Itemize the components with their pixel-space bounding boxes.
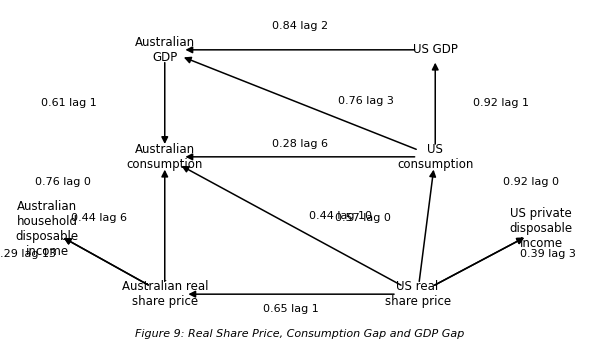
Text: 0.29 lag 13: 0.29 lag 13	[0, 249, 56, 259]
Text: Australian
household
disposable
income: Australian household disposable income	[16, 200, 79, 258]
Text: 0.57 lag 0: 0.57 lag 0	[335, 212, 391, 223]
Text: US real
share price: US real share price	[385, 280, 451, 308]
Text: 0.44 lag 6: 0.44 lag 6	[71, 212, 127, 223]
Text: 0.92 lag 0: 0.92 lag 0	[503, 177, 559, 187]
Text: US
consumption: US consumption	[397, 143, 473, 171]
Text: 0.65 lag 1: 0.65 lag 1	[263, 304, 319, 314]
Text: Figure 9: Real Share Price, Consumption Gap and GDP Gap: Figure 9: Real Share Price, Consumption …	[136, 329, 464, 339]
Text: 0.76 lag 3: 0.76 lag 3	[338, 96, 394, 106]
Text: US private
disposable
income: US private disposable income	[509, 207, 572, 250]
Text: Australian
GDP: Australian GDP	[134, 36, 195, 64]
Text: 0.76 lag 0: 0.76 lag 0	[35, 177, 91, 187]
Text: US GDP: US GDP	[413, 43, 458, 56]
Text: 0.92 lag 1: 0.92 lag 1	[473, 98, 529, 107]
Text: Australian
consumption: Australian consumption	[127, 143, 203, 171]
Text: 0.84 lag 2: 0.84 lag 2	[272, 21, 328, 31]
Text: Australian real
share price: Australian real share price	[122, 280, 208, 308]
Text: 0.44 lag 10: 0.44 lag 10	[309, 211, 372, 221]
Text: 0.61 lag 1: 0.61 lag 1	[41, 98, 97, 107]
Text: 0.28 lag 6: 0.28 lag 6	[272, 139, 328, 149]
Text: 0.39 lag 3: 0.39 lag 3	[521, 249, 577, 259]
